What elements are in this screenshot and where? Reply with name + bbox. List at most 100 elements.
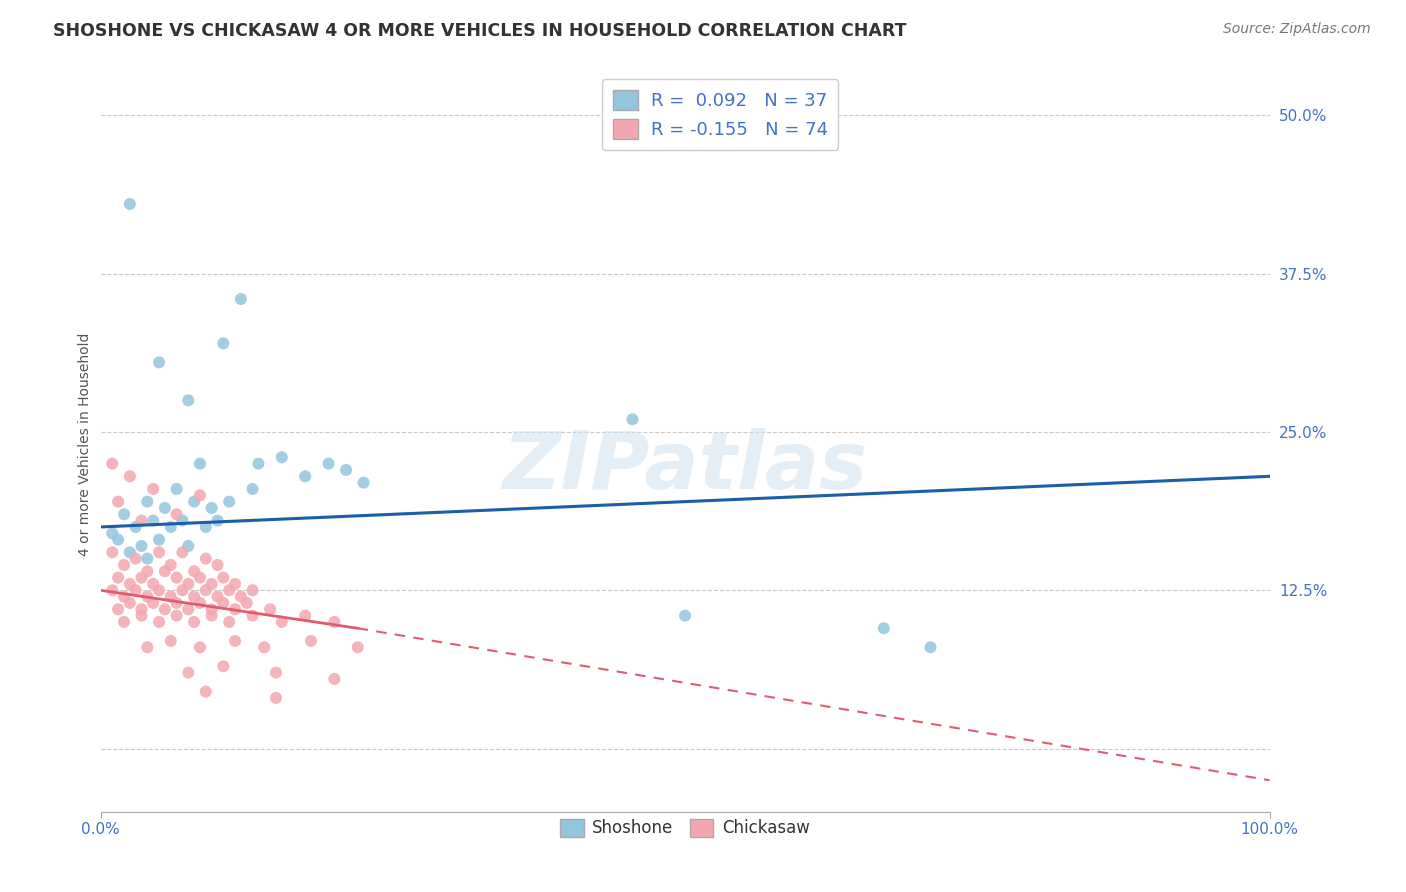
Point — [107, 494, 129, 508]
Point — [172, 545, 194, 559]
Point — [201, 577, 224, 591]
Point — [229, 292, 252, 306]
Point — [142, 596, 165, 610]
Point — [153, 602, 176, 616]
Point — [118, 469, 141, 483]
Point — [177, 602, 200, 616]
Point — [242, 482, 264, 496]
Point — [188, 640, 211, 655]
Point — [148, 533, 170, 547]
Point — [124, 520, 146, 534]
Point — [188, 457, 211, 471]
Point — [224, 602, 246, 616]
Point — [118, 596, 141, 610]
Text: Source: ZipAtlas.com: Source: ZipAtlas.com — [1223, 22, 1371, 37]
Point — [207, 558, 229, 572]
Point — [153, 564, 176, 578]
Point — [201, 602, 224, 616]
Point — [242, 608, 264, 623]
Point — [112, 615, 135, 629]
Point — [212, 571, 235, 585]
Point — [323, 672, 346, 686]
Point — [194, 520, 217, 534]
Point — [118, 197, 141, 211]
Point — [142, 514, 165, 528]
Point — [224, 634, 246, 648]
Point — [335, 463, 357, 477]
Point — [131, 571, 153, 585]
Point — [270, 450, 292, 465]
Point — [124, 583, 146, 598]
Point — [183, 590, 205, 604]
Point — [194, 551, 217, 566]
Point — [218, 494, 240, 508]
Point — [318, 457, 340, 471]
Point — [166, 608, 188, 623]
Point — [159, 634, 181, 648]
Point — [131, 608, 153, 623]
Point — [142, 482, 165, 496]
Point — [212, 596, 235, 610]
Point — [166, 571, 188, 585]
Point — [166, 596, 188, 610]
Point — [136, 551, 159, 566]
Point — [101, 545, 124, 559]
Point — [177, 539, 200, 553]
Point — [107, 571, 129, 585]
Point — [148, 545, 170, 559]
Point — [148, 583, 170, 598]
Point — [194, 684, 217, 698]
Point — [183, 615, 205, 629]
Point — [920, 640, 942, 655]
Y-axis label: 4 or more Vehicles in Household: 4 or more Vehicles in Household — [79, 333, 93, 557]
Point — [101, 583, 124, 598]
Point — [224, 577, 246, 591]
Point — [242, 583, 264, 598]
Point — [194, 583, 217, 598]
Point — [201, 608, 224, 623]
Point — [136, 640, 159, 655]
Point — [166, 508, 188, 522]
Text: ZIPatlas: ZIPatlas — [502, 427, 868, 506]
Point — [673, 608, 696, 623]
Point — [294, 469, 316, 483]
Point — [153, 500, 176, 515]
Point — [346, 640, 368, 655]
Point — [188, 571, 211, 585]
Point — [131, 514, 153, 528]
Point — [136, 590, 159, 604]
Point — [177, 577, 200, 591]
Point — [270, 615, 292, 629]
Point — [107, 602, 129, 616]
Point — [212, 336, 235, 351]
Point — [264, 690, 287, 705]
Point — [107, 533, 129, 547]
Point — [218, 583, 240, 598]
Point — [112, 508, 135, 522]
Point — [188, 596, 211, 610]
Point — [247, 457, 270, 471]
Point — [172, 514, 194, 528]
Point — [118, 545, 141, 559]
Point — [212, 659, 235, 673]
Point — [229, 590, 252, 604]
Point — [253, 640, 276, 655]
Point — [118, 577, 141, 591]
Legend: Shoshone, Chickasaw: Shoshone, Chickasaw — [554, 812, 817, 844]
Point — [148, 355, 170, 369]
Point — [177, 393, 200, 408]
Point — [131, 539, 153, 553]
Point — [142, 577, 165, 591]
Point — [264, 665, 287, 680]
Point — [299, 634, 322, 648]
Point — [166, 482, 188, 496]
Point — [207, 514, 229, 528]
Point — [207, 590, 229, 604]
Point — [218, 615, 240, 629]
Point — [183, 564, 205, 578]
Point — [873, 621, 896, 635]
Point — [112, 590, 135, 604]
Point — [294, 608, 316, 623]
Text: SHOSHONE VS CHICKASAW 4 OR MORE VEHICLES IN HOUSEHOLD CORRELATION CHART: SHOSHONE VS CHICKASAW 4 OR MORE VEHICLES… — [53, 22, 907, 40]
Point — [183, 494, 205, 508]
